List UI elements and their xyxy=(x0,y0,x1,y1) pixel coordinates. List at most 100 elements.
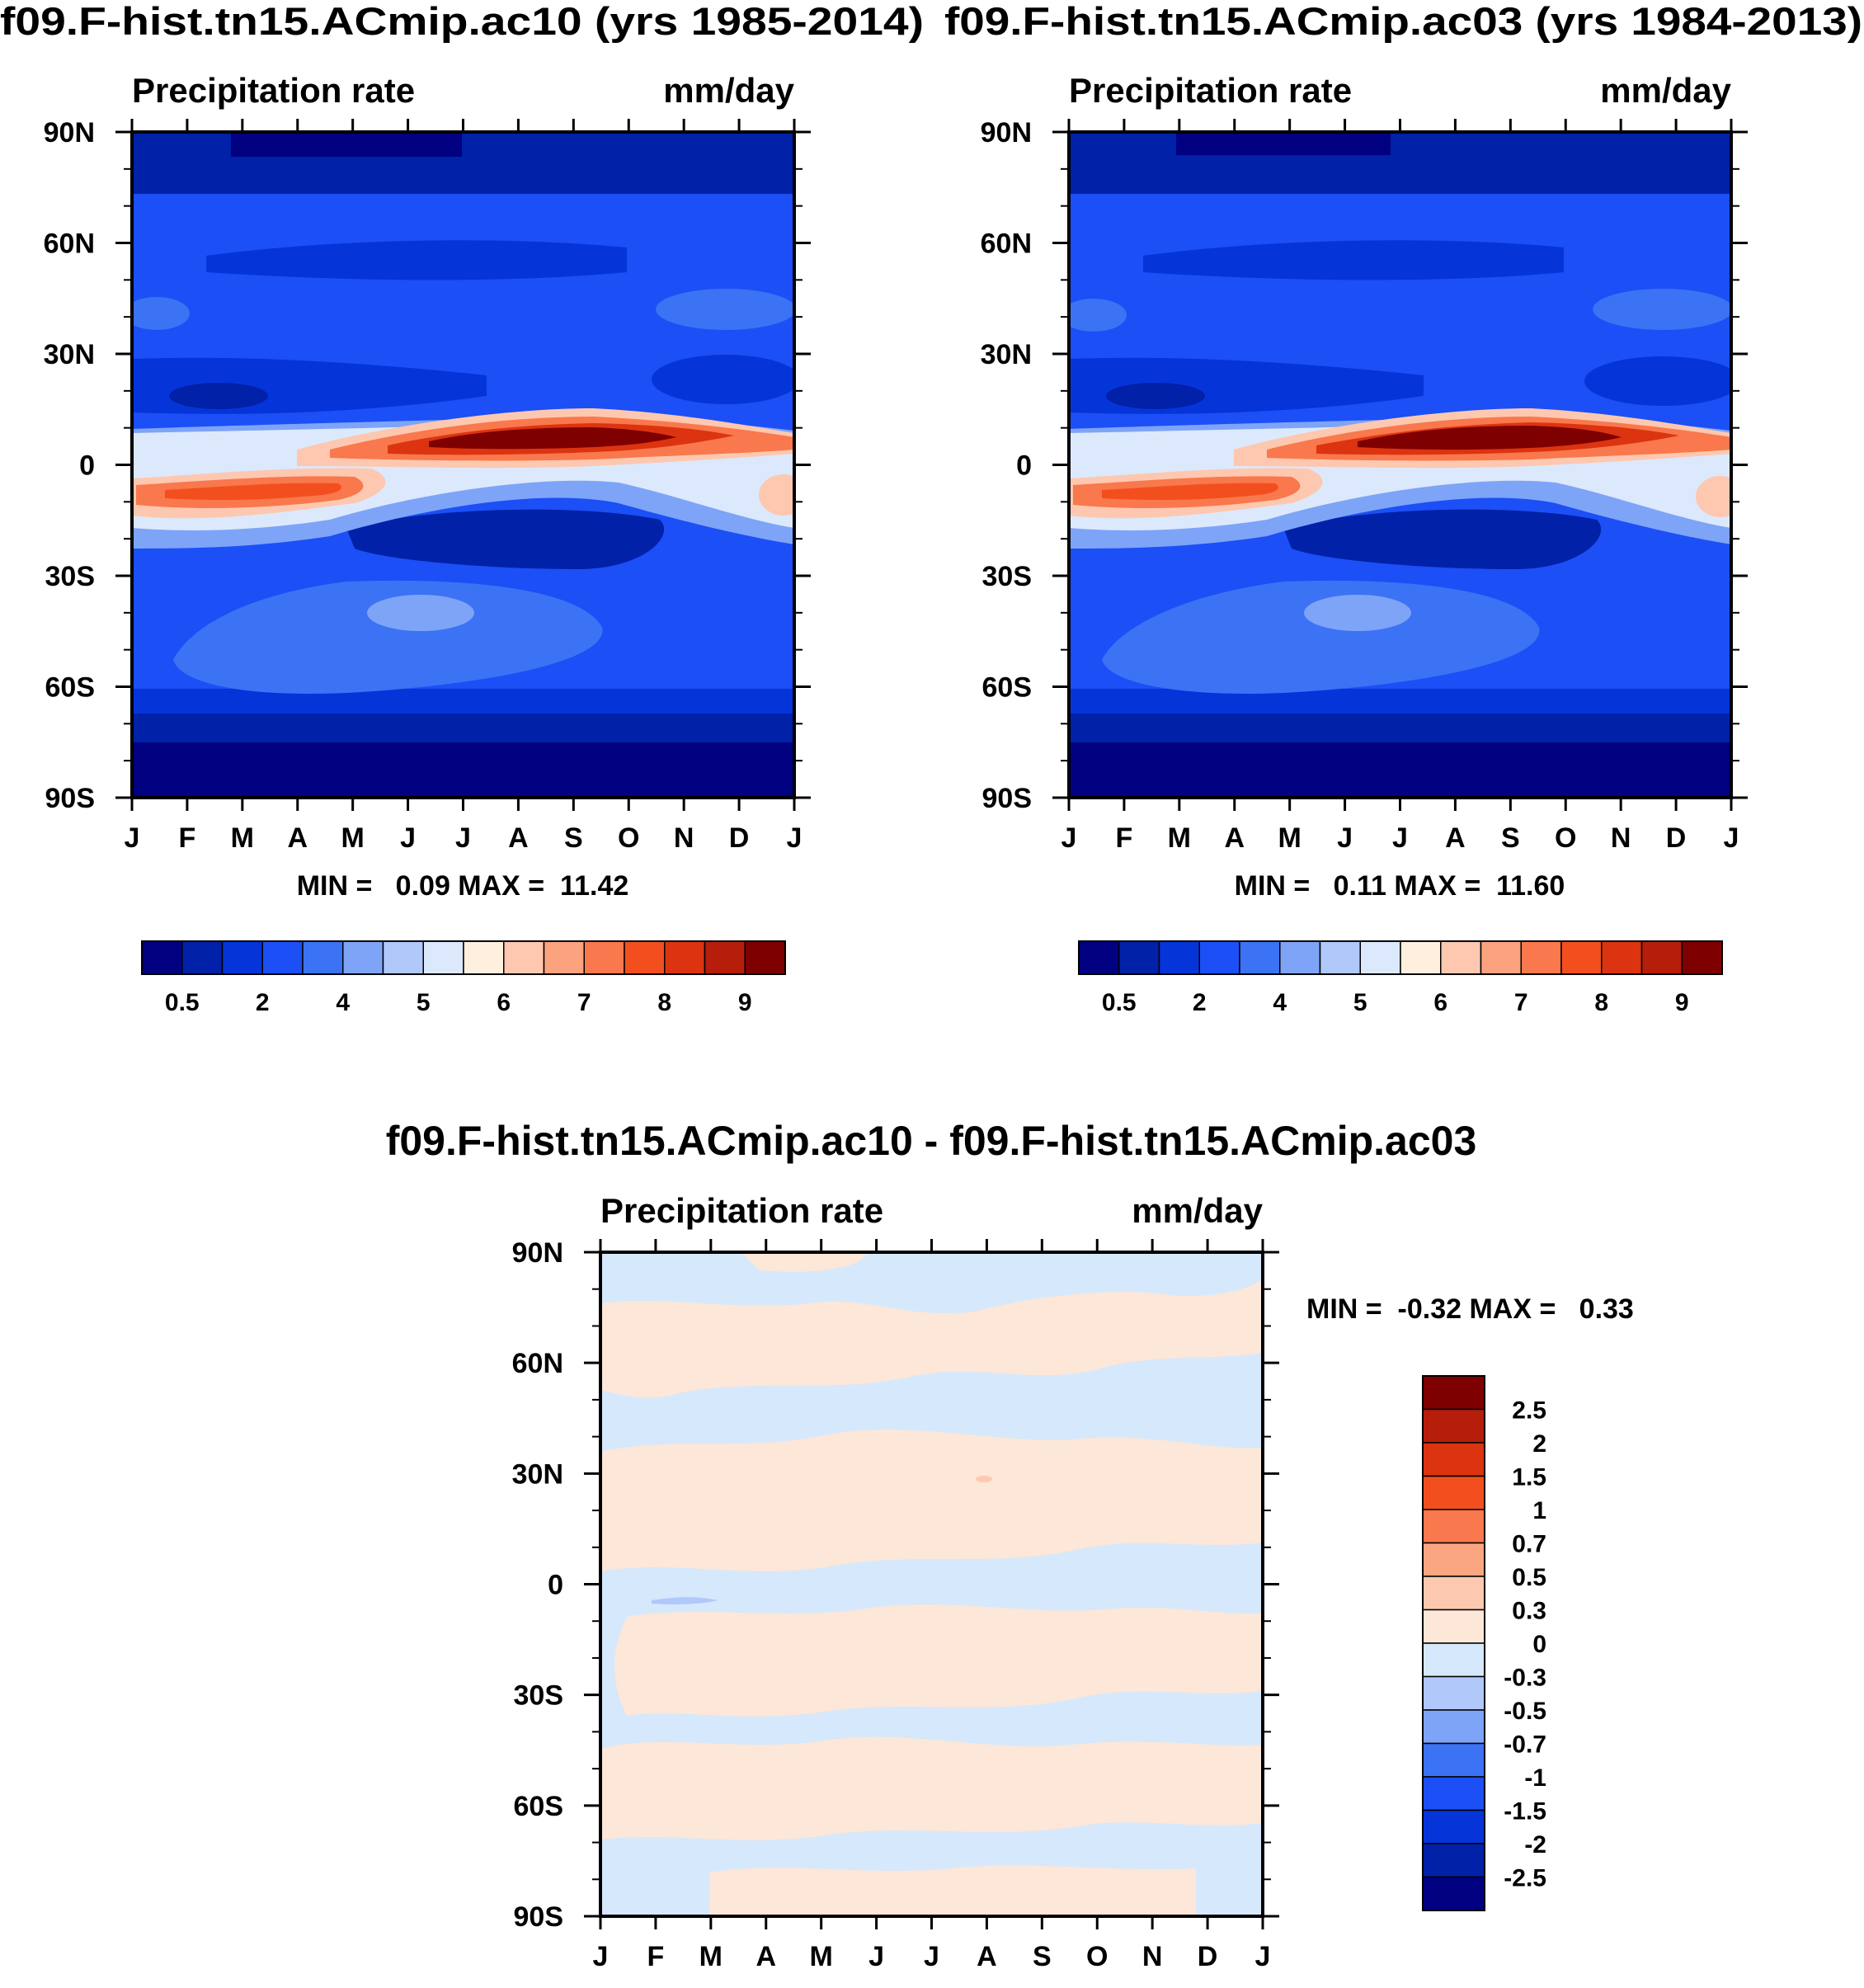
panel3-colorbar-box xyxy=(1422,1509,1485,1544)
panel3-xtick-label: M xyxy=(810,1941,833,1972)
panel1-colorbar-label: 2 xyxy=(256,989,270,1016)
panel1-xtick-label: N xyxy=(674,822,694,854)
panel1-colorbar-box xyxy=(744,940,786,975)
panel2-sh-subtropic-dry xyxy=(1283,509,1602,569)
panel2-antarctic-core xyxy=(1069,742,1731,798)
panel2-xtick-label: M xyxy=(1278,822,1302,854)
panel1-colorbar-box xyxy=(583,940,625,975)
panel3-colorbar-box xyxy=(1422,1776,1485,1811)
panel2-colorbar-box xyxy=(1440,940,1482,975)
panel1-xtick-label: A xyxy=(508,822,529,854)
panel3-colorbar-box xyxy=(1422,1576,1485,1611)
panel3-xtick-label: D xyxy=(1198,1941,1218,1972)
panel2-nh-wet-east xyxy=(1593,289,1731,330)
panel1-sh-midlat-wet xyxy=(173,580,603,694)
panel1-colorbar-label: 0.5 xyxy=(165,989,200,1016)
panel3-xtick-label: A xyxy=(755,1941,776,1972)
panel1-field xyxy=(132,132,794,798)
panel1-nh-dry-east xyxy=(652,355,794,404)
panel1-colorbar-label: 6 xyxy=(497,989,511,1016)
panel3-colorbar-box xyxy=(1422,1542,1485,1577)
panel3-colorbar-box xyxy=(1422,1408,1485,1444)
panel3-title: f09.F-hist.tn15.ACmip.ac10 - f09.F-hist.… xyxy=(386,1118,1477,1164)
panel2-nh-dry-core xyxy=(1106,383,1205,409)
panel1-xtick-label: M xyxy=(231,822,254,854)
panel2-xtick-label: A xyxy=(1445,822,1466,854)
panel3-colorbar-box xyxy=(1422,1843,1485,1878)
panel1-colorbar-box xyxy=(181,940,224,975)
panel1-midlat-north xyxy=(206,240,627,280)
panel1-nh-wet-west xyxy=(132,297,190,330)
panel1-colorbar-box xyxy=(664,940,706,975)
panel3-colorbar-box xyxy=(1422,1709,1485,1745)
panel2-xtick-label: J xyxy=(1061,822,1077,854)
panel3-xtick-label: O xyxy=(1086,1941,1108,1972)
panel1-xtick-label: J xyxy=(125,822,140,854)
panel3-colorbar-box xyxy=(1422,1442,1485,1477)
panel3-positive-region-5 xyxy=(709,1865,1196,1916)
panel3-positive-region-3 xyxy=(614,1604,1263,1717)
panel2-sh-itcz-core xyxy=(1102,483,1278,501)
panel2-colorbar-label: 9 xyxy=(1675,989,1689,1016)
panel2-ytick-label: 30S xyxy=(982,561,1033,592)
panel3-colorbar-label: 0.7 xyxy=(1512,1531,1546,1558)
panel3-xtick-label: M xyxy=(699,1941,723,1972)
panel1-colorbar-box xyxy=(503,940,545,975)
panel1-colorbar-box xyxy=(342,940,384,975)
panel1-xtick-label: J xyxy=(400,822,416,854)
panel2-title: f09.F-hist.tn15.ACmip.ac03 (yrs 1984-201… xyxy=(944,0,1862,43)
panel2-xtick-label: D xyxy=(1666,822,1687,854)
panel1-itcz-core xyxy=(429,427,676,450)
panel1-colorbar: 0.5 2 4 5 6 7 8 9 xyxy=(141,940,786,1016)
panel2-colorbar-label: 5 xyxy=(1353,989,1367,1016)
panel3-ytick-label: 60S xyxy=(514,1791,564,1822)
panel2-dec-wet xyxy=(1696,476,1731,517)
panel3-negative-patch xyxy=(652,1597,718,1604)
panel3-colorbar-label: -0.3 xyxy=(1504,1665,1546,1692)
panel3-colorbar-outline xyxy=(1422,1375,1485,1911)
panel2-ytick-label: 0 xyxy=(1016,450,1032,482)
panel2-sh-midlat-wet xyxy=(1102,580,1540,694)
panel2-xtick-label: S xyxy=(1501,822,1520,854)
panel3-colorbar-label: -0.5 xyxy=(1504,1698,1546,1725)
panel2-colorbar-box xyxy=(1480,940,1522,975)
panel2-colorbar-label: 6 xyxy=(1433,989,1447,1016)
panel3-ytick-label: 90S xyxy=(514,1901,564,1933)
panel1-xtick-label: M xyxy=(341,822,365,854)
panel3-xtick-label: J xyxy=(1255,1941,1271,1972)
panel1-ytick-label: 30S xyxy=(45,561,96,592)
panel1-frame: J F M A M J J A S O N D J 90N 60N 30N 0 30S 60S 90S xyxy=(44,117,811,854)
panel1-ytick-label: 60S xyxy=(45,672,96,704)
panel3-colorbar-box xyxy=(1422,1809,1485,1844)
panel2-colorbar-box xyxy=(1118,940,1160,975)
panel1-xtick-label: J xyxy=(455,822,471,854)
panel1-colorbar-box xyxy=(704,940,746,975)
panel2-colorbar-label: 7 xyxy=(1514,989,1528,1016)
panel2-xtick-label: M xyxy=(1168,822,1191,854)
panel3-colorbar-label: -1.5 xyxy=(1504,1798,1546,1825)
panel3-colorbar-box xyxy=(1422,1675,1485,1711)
panel2-colorbar-box xyxy=(1279,940,1321,975)
panel2-xtick-label: J xyxy=(1392,822,1408,854)
panel1-right-label: mm/day xyxy=(663,71,794,110)
panel3-ytick-label: 30S xyxy=(514,1680,564,1712)
panel2-itcz-core xyxy=(1358,426,1622,450)
panel3-colorbar-label: 2 xyxy=(1532,1430,1546,1458)
panel3-colorbar-box xyxy=(1422,1876,1485,1911)
panel3-xtick-label: A xyxy=(977,1941,997,1972)
panel2-colorbar-label: 8 xyxy=(1594,989,1608,1016)
panel3-colorbar-label: 0.5 xyxy=(1512,1564,1546,1591)
panel3-field xyxy=(600,1252,1263,1916)
panel2-nh-wet-west xyxy=(1069,299,1127,332)
panel3-colorbar-label: -2.5 xyxy=(1504,1865,1546,1892)
panel2-left-label: Precipitation rate xyxy=(1069,71,1352,110)
panel3-colorbar-box xyxy=(1422,1475,1485,1510)
panel2-ytick-label: 60N xyxy=(981,228,1032,260)
panel3-colorbar: 2.5 2 1.5 1 0.7 0.5 0.3 0 -0.3 -0.5 -0.7 -1 -1.5 -2 -2… xyxy=(1422,1375,1546,1911)
panel2-colorbar: 0.5 2 4 5 6 7 8 9 xyxy=(1078,940,1723,1016)
panel1-nh-wet-east xyxy=(656,289,794,330)
panel1-colorbar-box xyxy=(382,940,424,975)
panel2-colorbar-box xyxy=(1560,940,1603,975)
panel3-frame: J F M A M J J A S O N D J 90N 60N 30N 0 30S 60S 90S xyxy=(512,1237,1279,1972)
panel1-colorbar-box xyxy=(543,940,585,975)
